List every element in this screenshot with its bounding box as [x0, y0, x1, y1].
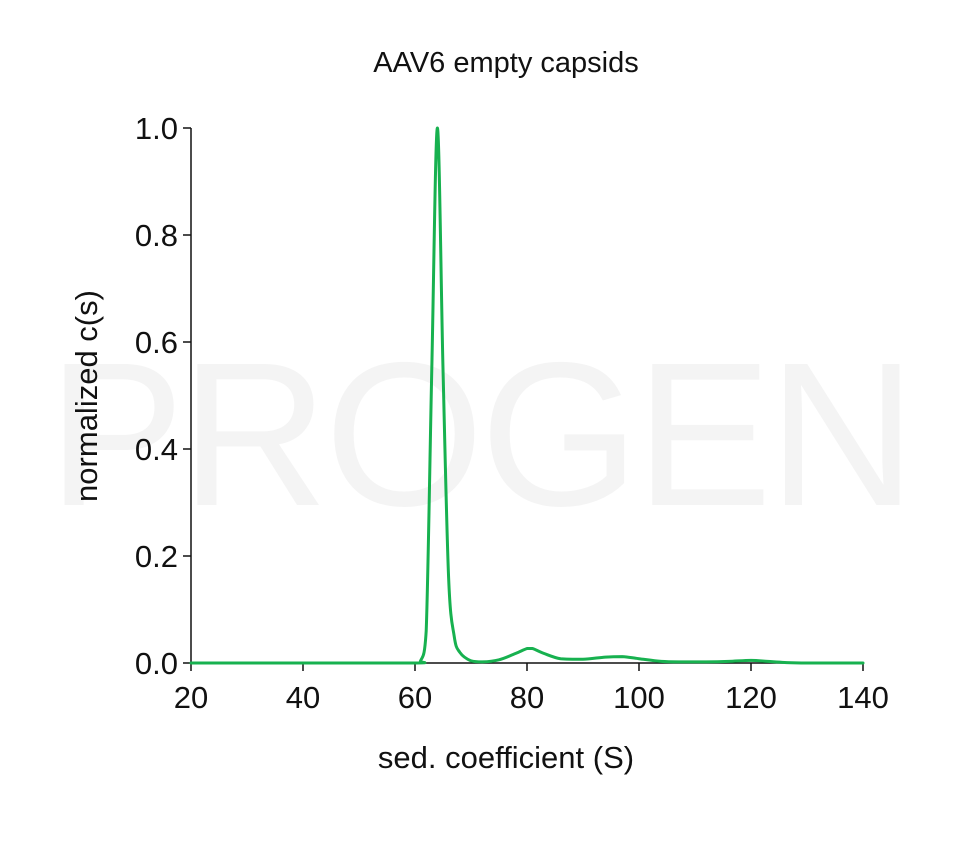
y-tick-label: 0.4 [135, 432, 178, 467]
x-tick-label: 140 [837, 680, 889, 715]
y-tick-label: 0.8 [135, 218, 178, 253]
watermark: PROGEN [48, 320, 912, 549]
x-tick-label: 20 [174, 680, 208, 715]
y-tick-label: 1.0 [135, 111, 178, 146]
ticks: 20 40 60 80 100 120 140 0.0 0.2 0.4 0.6 0.8 1.0 [135, 111, 889, 715]
x-tick-label: 40 [286, 680, 320, 715]
y-tick-label: 0.0 [135, 646, 178, 681]
x-tick-label: 60 [398, 680, 432, 715]
x-tick-label: 80 [510, 680, 544, 715]
x-tick-label: 120 [725, 680, 777, 715]
chart-title: AAV6 empty capsids [373, 47, 638, 79]
y-axis-label: normalized c(s) [69, 290, 104, 502]
x-tick-label: 100 [613, 680, 665, 715]
y-tick-label: 0.2 [135, 539, 178, 574]
x-axis-label: sed. coefficient (S) [378, 740, 634, 775]
series-line [189, 126, 865, 665]
y-tick-label: 0.6 [135, 325, 178, 360]
